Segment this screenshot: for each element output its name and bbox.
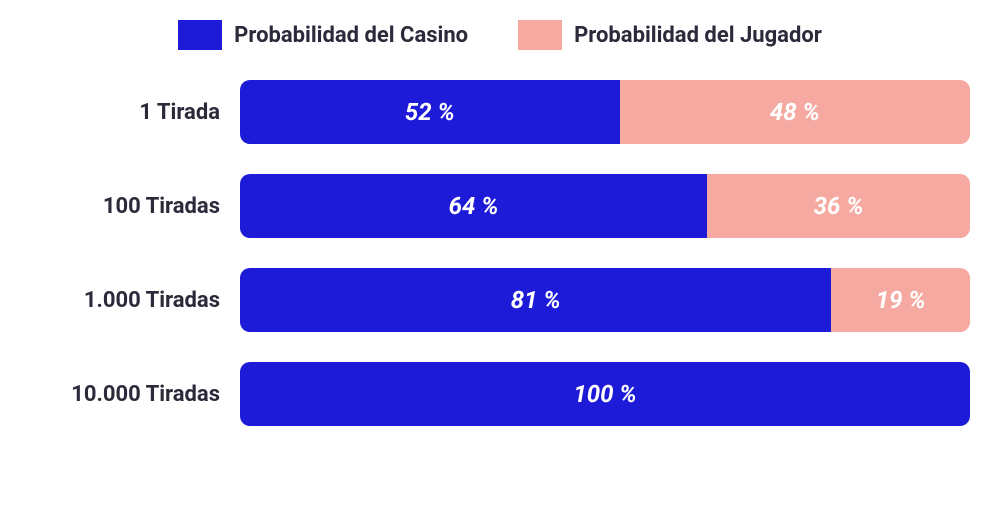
row-label: 100 Tiradas xyxy=(30,194,220,219)
segment-casino: 100 % xyxy=(240,362,970,426)
bar: 52 % 48 % xyxy=(240,80,970,144)
segment-value: 64 % xyxy=(449,192,499,220)
bar-row: 1 Tirada 52 % 48 % xyxy=(30,80,970,144)
row-label: 1.000 Tiradas xyxy=(30,288,220,313)
segment-value: 81 % xyxy=(511,286,561,314)
segment-value: 36 % xyxy=(814,192,864,220)
legend-item-casino: Probabilidad del Casino xyxy=(178,20,468,50)
bar-row: 10.000 Tiradas 100 % xyxy=(30,362,970,426)
segment-value: 48 % xyxy=(770,98,820,126)
segment-casino: 52 % xyxy=(240,80,620,144)
bar-row: 100 Tiradas 64 % 36 % xyxy=(30,174,970,238)
segment-casino: 64 % xyxy=(240,174,707,238)
legend: Probabilidad del Casino Probabilidad del… xyxy=(30,20,970,50)
segment-value: 100 % xyxy=(573,380,636,408)
segment-value: 52 % xyxy=(405,98,455,126)
segment-value: 19 % xyxy=(876,286,926,314)
segment-jugador: 48 % xyxy=(620,80,970,144)
segment-jugador: 19 % xyxy=(831,268,970,332)
bar-row: 1.000 Tiradas 81 % 19 % xyxy=(30,268,970,332)
bar: 81 % 19 % xyxy=(240,268,970,332)
row-label: 10.000 Tiradas xyxy=(30,382,220,407)
segment-casino: 81 % xyxy=(240,268,831,332)
legend-label-jugador: Probabilidad del Jugador xyxy=(574,23,822,48)
legend-item-jugador: Probabilidad del Jugador xyxy=(518,20,822,50)
stacked-bar-chart: 1 Tirada 52 % 48 % 100 Tiradas 64 % 36 %… xyxy=(30,80,970,426)
bar: 64 % 36 % xyxy=(240,174,970,238)
segment-jugador: 36 % xyxy=(707,174,970,238)
legend-swatch-casino xyxy=(178,20,222,50)
row-label: 1 Tirada xyxy=(30,100,220,125)
legend-swatch-jugador xyxy=(518,20,562,50)
legend-label-casino: Probabilidad del Casino xyxy=(234,23,468,48)
bar: 100 % xyxy=(240,362,970,426)
